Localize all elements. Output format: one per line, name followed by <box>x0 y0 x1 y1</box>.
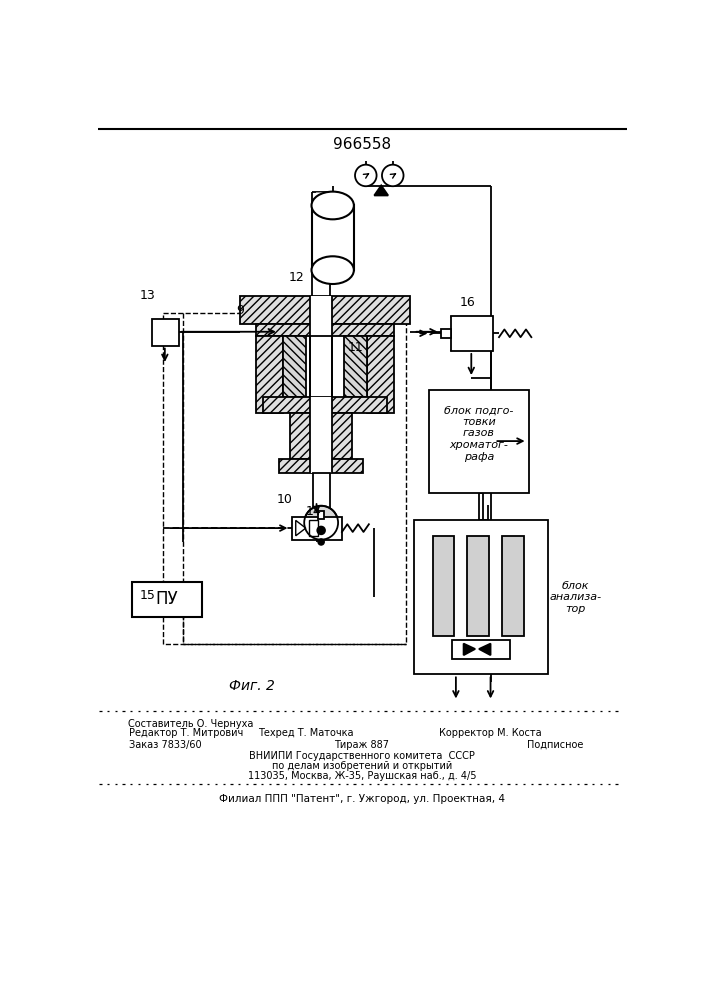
Bar <box>291 413 352 459</box>
Bar <box>310 296 332 324</box>
Text: Подписное: Подписное <box>527 740 583 750</box>
Text: Филиал ППП "Патент", г. Ужгород, ул. Проектная, 4: Филиал ППП "Патент", г. Ужгород, ул. Про… <box>219 794 505 804</box>
Bar <box>283 336 305 397</box>
Bar <box>312 205 354 270</box>
Bar <box>132 582 201 617</box>
Bar <box>452 640 510 659</box>
Text: ВНИИПИ Государственного комитета  СССР: ВНИИПИ Государственного комитета СССР <box>249 751 475 761</box>
Text: 11: 11 <box>348 341 363 354</box>
Bar <box>467 536 489 636</box>
Bar <box>344 336 368 397</box>
Text: блок подго-
товки
газов
хроматог-
рафа: блок подго- товки газов хроматог- рафа <box>444 405 514 462</box>
Text: Редактор Т. Митрович: Редактор Т. Митрович <box>129 728 243 738</box>
Ellipse shape <box>312 192 354 219</box>
Text: 14: 14 <box>305 505 321 518</box>
Bar <box>309 520 318 536</box>
Text: Фиг. 2: Фиг. 2 <box>229 679 275 693</box>
Text: по делам изобретений и открытий: по делам изобретений и открытий <box>271 761 452 771</box>
Text: блок
анализа-
тор: блок анализа- тор <box>549 581 602 614</box>
Text: 10: 10 <box>277 493 293 506</box>
Text: Корректор М. Коста: Корректор М. Коста <box>439 728 542 738</box>
Text: 12: 12 <box>288 271 305 284</box>
Text: 966558: 966558 <box>333 137 391 152</box>
Text: 9: 9 <box>236 304 244 317</box>
Bar <box>279 459 363 473</box>
Bar <box>429 389 529 493</box>
Text: Заказ 7833/60: Заказ 7833/60 <box>129 740 201 750</box>
Bar <box>414 520 549 674</box>
Text: Тираж 887: Тираж 887 <box>334 740 390 750</box>
Bar <box>450 316 493 351</box>
Text: ПУ: ПУ <box>156 590 178 608</box>
Text: Составитель О. Чернуха: Составитель О. Чернуха <box>127 719 253 729</box>
Bar <box>502 536 524 636</box>
Text: 15: 15 <box>140 589 156 602</box>
Bar <box>368 336 395 413</box>
Polygon shape <box>464 644 475 655</box>
Circle shape <box>318 539 325 545</box>
Bar <box>152 319 179 346</box>
Circle shape <box>304 506 338 540</box>
Text: 16: 16 <box>460 296 475 309</box>
Bar <box>441 329 450 338</box>
Bar <box>318 511 325 519</box>
Bar <box>310 397 332 413</box>
Text: Техред Т. Маточка: Техред Т. Маточка <box>258 728 354 738</box>
Bar <box>256 324 395 336</box>
Ellipse shape <box>312 256 354 284</box>
Bar <box>256 336 283 413</box>
Bar <box>264 397 387 413</box>
Bar <box>312 473 329 511</box>
Text: 13: 13 <box>140 289 156 302</box>
Circle shape <box>317 527 325 534</box>
Bar <box>310 459 332 473</box>
Bar <box>310 336 332 397</box>
Polygon shape <box>374 185 388 195</box>
Bar <box>292 517 342 540</box>
Circle shape <box>355 165 377 186</box>
Circle shape <box>382 165 404 186</box>
Bar <box>240 296 409 324</box>
Bar <box>310 324 332 336</box>
Bar <box>433 536 455 636</box>
Text: 113035, Москва, Ж-35, Раушская наб., д. 4/5: 113035, Москва, Ж-35, Раушская наб., д. … <box>247 771 477 781</box>
Bar <box>310 413 332 459</box>
Polygon shape <box>479 644 491 655</box>
